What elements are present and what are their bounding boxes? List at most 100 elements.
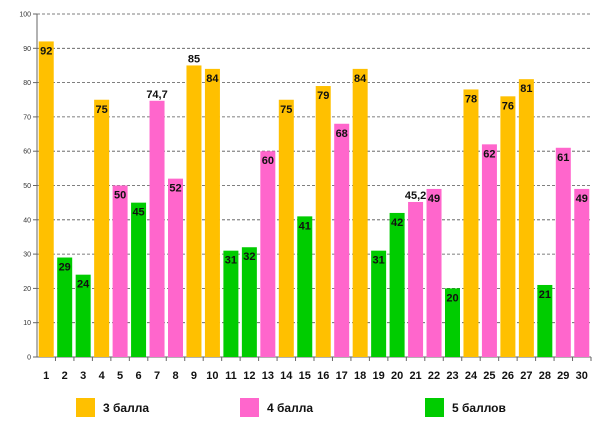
bars	[38, 41, 590, 358]
x-tick-label: 25	[483, 370, 495, 382]
x-tick-label: 10	[206, 370, 218, 382]
x-tick-label: 17	[336, 370, 348, 382]
y-tick-label: 50	[23, 183, 31, 190]
bar	[463, 89, 479, 358]
data-label: 78	[465, 93, 477, 105]
y-tick-label: 0	[27, 355, 31, 362]
x-tick-label: 21	[409, 370, 421, 382]
x-tick-label: 24	[465, 370, 478, 382]
bar	[518, 79, 534, 358]
bar	[149, 100, 165, 358]
data-label: 74,7	[146, 89, 167, 101]
data-label: 31	[373, 255, 385, 267]
bar	[500, 96, 516, 357]
bar	[389, 212, 405, 357]
x-tick-label: 15	[299, 370, 311, 382]
x-tick-label: 16	[317, 370, 329, 382]
bar	[315, 86, 331, 357]
data-label: 52	[169, 183, 181, 195]
x-tick-label: 13	[262, 370, 274, 382]
x-tick-label: 26	[502, 370, 514, 382]
data-label: 76	[502, 100, 514, 112]
data-label: 84	[354, 73, 367, 85]
x-tick-label: 11	[225, 370, 237, 382]
bar	[574, 188, 590, 357]
bar	[537, 284, 553, 357]
bar	[278, 99, 294, 357]
x-tick-label: 28	[539, 370, 551, 382]
data-label: 79	[317, 90, 329, 102]
data-label: 45	[132, 207, 144, 219]
data-label: 81	[520, 83, 532, 95]
bar	[112, 185, 128, 357]
bar	[241, 247, 257, 357]
y-axis-ticks: 0 10 20 30 40 50 60 70 80 90 100	[19, 12, 37, 362]
y-tick-label: 20	[23, 286, 31, 293]
data-label: 32	[243, 251, 255, 263]
x-tick-label: 5	[117, 370, 123, 382]
y-tick-label: 10	[23, 320, 31, 327]
bar	[297, 216, 313, 357]
x-tick-label: 9	[191, 370, 197, 382]
bar	[371, 250, 387, 357]
x-tick-label: 22	[428, 370, 440, 382]
legend: 3 балла 4 балла 5 баллов	[76, 398, 506, 417]
data-label: 61	[557, 152, 569, 164]
x-tick-label: 30	[576, 370, 588, 382]
x-tick-label: 7	[154, 370, 160, 382]
legend-swatch	[425, 398, 444, 417]
bar	[555, 147, 571, 357]
data-label: 20	[446, 292, 458, 304]
bar	[168, 178, 183, 357]
x-tick-label: 2	[62, 370, 68, 382]
y-tick-label: 80	[23, 80, 31, 87]
x-tick-label: 20	[391, 370, 403, 382]
bar	[57, 257, 73, 357]
x-tick-label: 23	[446, 370, 458, 382]
bar	[445, 288, 460, 357]
data-labels: 92 29 24 75 50 45 74,7 52 85 84 31 32 60 75 41 79 68 84 31…	[40, 45, 588, 304]
bar	[334, 123, 350, 357]
bar	[260, 151, 276, 357]
legend-swatch	[240, 398, 259, 417]
bar	[131, 202, 147, 357]
data-label: 60	[262, 155, 274, 167]
x-tick-label: 18	[354, 370, 366, 382]
data-label: 24	[77, 279, 90, 291]
legend-swatch	[76, 398, 95, 417]
data-label: 75	[280, 104, 292, 116]
data-label: 45,2	[405, 190, 426, 202]
legend-label: 4 балла	[267, 401, 313, 415]
data-label: 62	[483, 148, 495, 160]
bar	[94, 99, 110, 357]
data-label: 42	[391, 217, 403, 229]
bar	[38, 41, 54, 357]
data-label: 92	[40, 45, 52, 57]
x-tick-label: 19	[373, 370, 385, 382]
data-label: 21	[539, 289, 551, 301]
x-tick-label: 27	[520, 370, 532, 382]
x-tick-label: 8	[172, 370, 178, 382]
x-axis-ticks: 1 2 3 4 5 6 7 8 9 10 11 12 13 14 15 16 17 18 19 20 21 22 23 24 2…	[43, 357, 592, 382]
data-label: 84	[206, 73, 219, 85]
bar	[186, 65, 202, 357]
data-label: 85	[188, 53, 200, 65]
x-tick-label: 4	[99, 370, 106, 382]
bar	[426, 188, 442, 357]
legend-label: 5 баллов	[452, 401, 506, 415]
data-label: 50	[114, 190, 126, 202]
data-label: 68	[336, 128, 348, 140]
y-tick-label: 60	[23, 149, 31, 156]
bar	[481, 144, 497, 357]
bar	[204, 68, 220, 357]
bar	[223, 250, 239, 357]
y-tick-label: 30	[23, 252, 31, 259]
data-label: 49	[576, 193, 588, 205]
y-tick-label: 70	[23, 114, 31, 121]
x-tick-label: 3	[80, 370, 86, 382]
data-label: 41	[299, 220, 311, 232]
x-tick-label: 12	[243, 370, 255, 382]
x-tick-label: 1	[43, 370, 49, 382]
bar	[75, 274, 91, 357]
